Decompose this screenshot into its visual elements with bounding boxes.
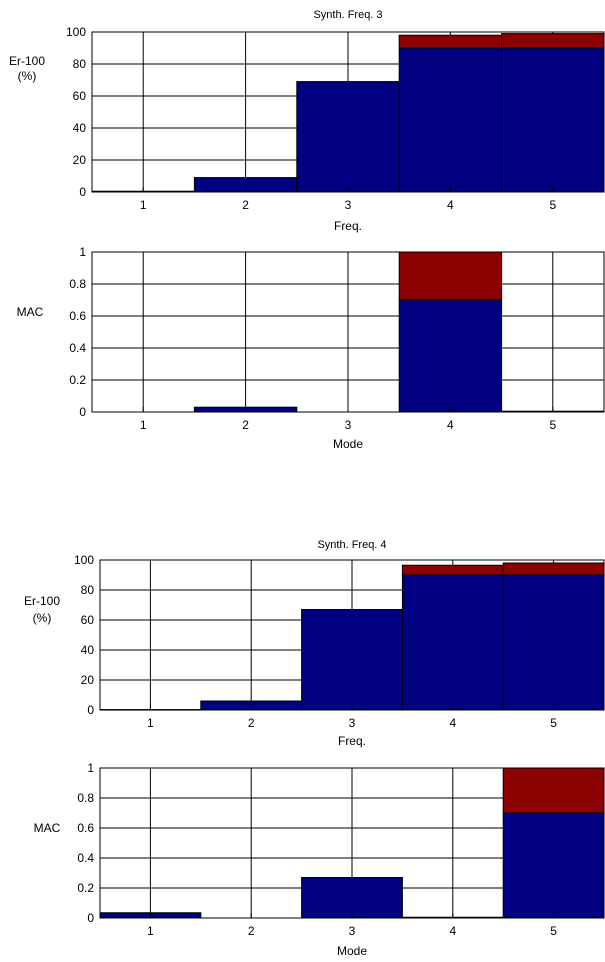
bar-cat5-seg2 [502, 767, 605, 814]
y-tick-label: 0.2 [69, 373, 86, 387]
chart-title: Synth. Freq. 4 [317, 539, 386, 551]
x-tick-label: 1 [140, 418, 147, 432]
y-axis-label: Er-100 [24, 594, 60, 608]
bar-cat5-seg1 [501, 47, 605, 193]
chart-3: 0 20 40 60 80 100 1 2 3 4 5 Synth. Freq. 4 Freq. Er-1… [24, 539, 605, 748]
bar-cat5-seg1 [502, 574, 605, 711]
y-tick-label: 0.8 [69, 277, 86, 291]
x-tick-label: 4 [449, 716, 456, 730]
x-tick-label: 3 [345, 198, 352, 212]
x-tick-label: 1 [147, 716, 154, 730]
x-tick-label: 1 [147, 924, 154, 938]
bar-cat3-seg1 [301, 609, 403, 711]
chart-2: 0 0.2 0.4 0.6 0.8 1 1 2 3 4 5 Mode MAC [17, 245, 605, 451]
x-tick-label: 5 [549, 418, 556, 432]
x-axis-label: Freq. [334, 219, 362, 233]
x-axis-label: Mode [333, 437, 363, 451]
x-tick-label: 5 [550, 924, 557, 938]
bar-cat4-seg1 [398, 47, 503, 193]
y-tick-label: 0 [79, 405, 86, 419]
y-tick-label: 100 [74, 553, 94, 567]
y-tick-label: 0.2 [77, 881, 94, 895]
bar-cat3-seg1 [296, 81, 400, 193]
y-tick-label: 80 [81, 583, 95, 597]
x-tick-label: 5 [549, 198, 556, 212]
x-tick-label: 2 [248, 924, 255, 938]
bar-cat3-seg1 [301, 877, 403, 919]
bar-cat4-seg2 [401, 564, 504, 576]
y-axis-label: (%) [18, 69, 37, 83]
chart-4: 0 0.2 0.4 0.6 0.8 1 1 2 3 4 5 Mode MAC [34, 761, 605, 958]
y-axis-label: MAC [34, 821, 61, 835]
chart-title: Synth. Freq. 3 [313, 9, 382, 21]
bar-cat5-seg2 [502, 562, 605, 576]
x-tick-label: 3 [349, 924, 356, 938]
y-axis-label: MAC [17, 305, 44, 319]
x-tick-label: 4 [449, 924, 456, 938]
y-tick-label: 0.4 [69, 341, 86, 355]
y-tick-label: 100 [66, 25, 86, 39]
x-axis-label: Freq. [338, 734, 366, 748]
x-tick-label: 4 [447, 418, 454, 432]
bar-cat4-seg2 [398, 34, 503, 49]
x-tick-label: 2 [248, 716, 255, 730]
y-tick-label: 0.6 [77, 821, 94, 835]
y-tick-label: 0 [87, 911, 94, 925]
y-tick-label: 20 [73, 153, 87, 167]
y-tick-label: 60 [73, 89, 87, 103]
y-tick-label: 0.8 [77, 791, 94, 805]
bar-cat5-seg2 [501, 33, 605, 49]
y-tick-label: 20 [81, 673, 95, 687]
y-tick-label: 0.4 [77, 851, 94, 865]
x-axis-label: Mode [337, 944, 367, 958]
x-tick-label: 3 [349, 716, 356, 730]
x-tick-label: 1 [140, 198, 147, 212]
y-axis-label: Er-100 [9, 54, 45, 68]
y-tick-label: 1 [79, 245, 86, 259]
y-tick-label: 80 [73, 57, 87, 71]
x-tick-label: 3 [345, 418, 352, 432]
y-tick-label: 0 [87, 703, 94, 717]
x-tick-label: 2 [242, 418, 249, 432]
bar-cat4-seg1 [398, 299, 503, 413]
bar-cat5-seg1 [502, 812, 605, 919]
x-tick-label: 2 [242, 198, 249, 212]
y-axis-label: (%) [33, 611, 52, 625]
y-tick-label: 60 [81, 613, 95, 627]
y-tick-label: 40 [73, 121, 87, 135]
y-tick-label: 40 [81, 643, 95, 657]
y-tick-label: 1 [87, 761, 94, 775]
y-tick-label: 0 [79, 185, 86, 199]
x-tick-label: 5 [550, 716, 557, 730]
x-tick-label: 4 [447, 198, 454, 212]
bar-cat4-seg1 [401, 574, 504, 711]
chart-1: 0 20 40 60 80 100 1 2 3 4 5 Synth. Freq. 3 Freq. Er-1… [9, 9, 605, 233]
bar-cat4-seg2 [398, 251, 503, 301]
y-tick-label: 0.6 [69, 309, 86, 323]
